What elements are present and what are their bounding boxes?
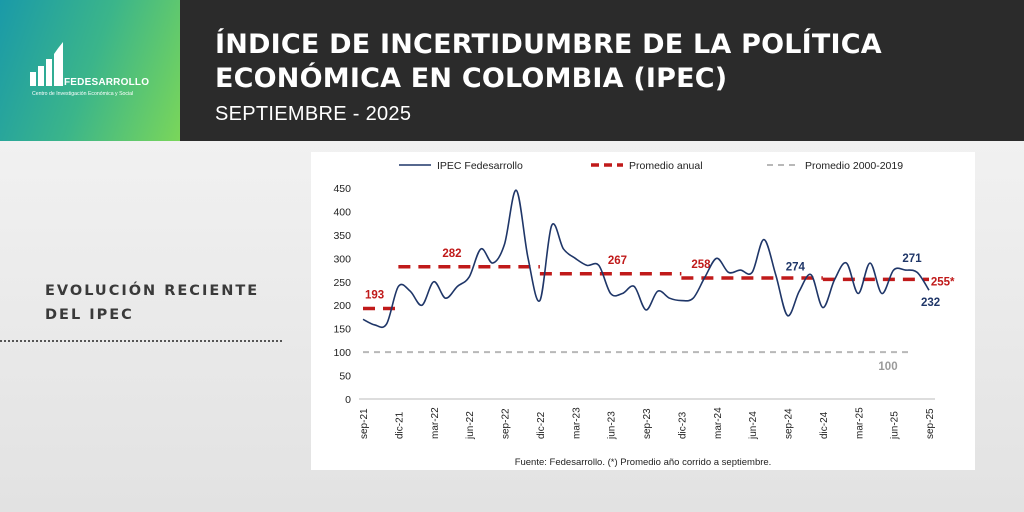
y-tick-label: 450 (333, 183, 351, 195)
x-tick-label: jun-23 (607, 411, 618, 440)
x-tick-label: dic-22 (536, 411, 547, 439)
annual-average-label: 282 (442, 248, 461, 260)
section-label-line-1: EVOLUCIÓN RECIENTE (45, 283, 260, 299)
x-tick-label: mar-22 (430, 407, 441, 439)
x-tick-label: sep-23 (642, 408, 653, 439)
y-tick-label: 300 (333, 253, 351, 265)
y-tick-label: 150 (333, 324, 351, 336)
legend-ipec-label: IPEC Fedesarrollo (437, 160, 523, 172)
x-tick-label: jun-25 (890, 411, 901, 440)
y-tick-label: 250 (333, 277, 351, 289)
page-title: ÍNDICE DE INCERTIDUMBRE DE LA POLÍTICA E… (215, 28, 995, 96)
x-tick-label: sep-24 (784, 408, 795, 439)
y-tick-label: 50 (339, 371, 351, 383)
x-tick-label: sep-22 (501, 408, 512, 439)
y-tick-label: 0 (345, 394, 351, 406)
x-tick-label: dic-24 (819, 411, 830, 439)
ipec-series-line (362, 189, 930, 329)
logo-tagline: Centro de Investigación Económica y Soci… (32, 91, 134, 97)
section-label-line-2: DEL IPEC (45, 307, 134, 323)
y-tick-label: 200 (333, 300, 351, 312)
title-line-2: ECONÓMICA EN COLOMBIA (IPEC) (215, 63, 728, 94)
logo-name: FEDESARROLLO (64, 77, 150, 88)
y-tick-label: 100 (333, 347, 351, 359)
ipec-chart: 0 50 100 150 200 250 300 350 400 450 sep-21 dic-21 m… (333, 160, 955, 440)
x-tick-label: jun-24 (748, 411, 759, 440)
x-tick-label: jun-22 (465, 411, 476, 440)
y-tick-label: 350 (333, 230, 351, 242)
annual-average-label: 193 (365, 290, 384, 302)
chart-source-note: Fuente: Fedesarrollo. (*) Promedio año c… (514, 457, 772, 468)
x-tick-label: sep-25 (925, 408, 936, 439)
annual-average-label: 267 (608, 255, 627, 267)
x-tick-label: mar-25 (854, 407, 865, 439)
data-label: 271 (902, 253, 922, 265)
long-run-average-label: 100 (878, 361, 897, 373)
title-line-1: ÍNDICE DE INCERTIDUMBRE DE LA POLÍTICA (215, 29, 882, 60)
data-label: 274 (786, 262, 806, 274)
fedesarrollo-logo-icon (30, 42, 63, 86)
annual-average-label: 258 (691, 259, 711, 271)
x-tick-label: dic-23 (677, 411, 688, 439)
dotted-divider (0, 340, 282, 342)
x-tick-label: mar-23 (571, 407, 582, 439)
legend-long-run-label: Promedio 2000-2019 (805, 160, 903, 172)
section-label: EVOLUCIÓN RECIENTE DEL IPEC (45, 279, 259, 327)
x-tick-label: dic-21 (394, 411, 405, 439)
x-tick-label: sep-21 (359, 408, 370, 439)
header-banner: FEDESARROLLO Centro de Investigación Eco… (0, 0, 1024, 141)
data-label: 232 (921, 297, 940, 309)
legend-annual-label: Promedio anual (629, 160, 703, 172)
logo-block: FEDESARROLLO Centro de Investigación Eco… (0, 0, 180, 141)
y-tick-label: 400 (333, 206, 351, 218)
chart-panel: 0 50 100 150 200 250 300 350 400 450 sep-21 dic-21 m… (311, 152, 975, 470)
page-subtitle: SEPTIEMBRE - 2025 (215, 103, 412, 125)
x-tick-label: mar-24 (713, 407, 724, 439)
annual-average-label: 255* (931, 276, 955, 288)
